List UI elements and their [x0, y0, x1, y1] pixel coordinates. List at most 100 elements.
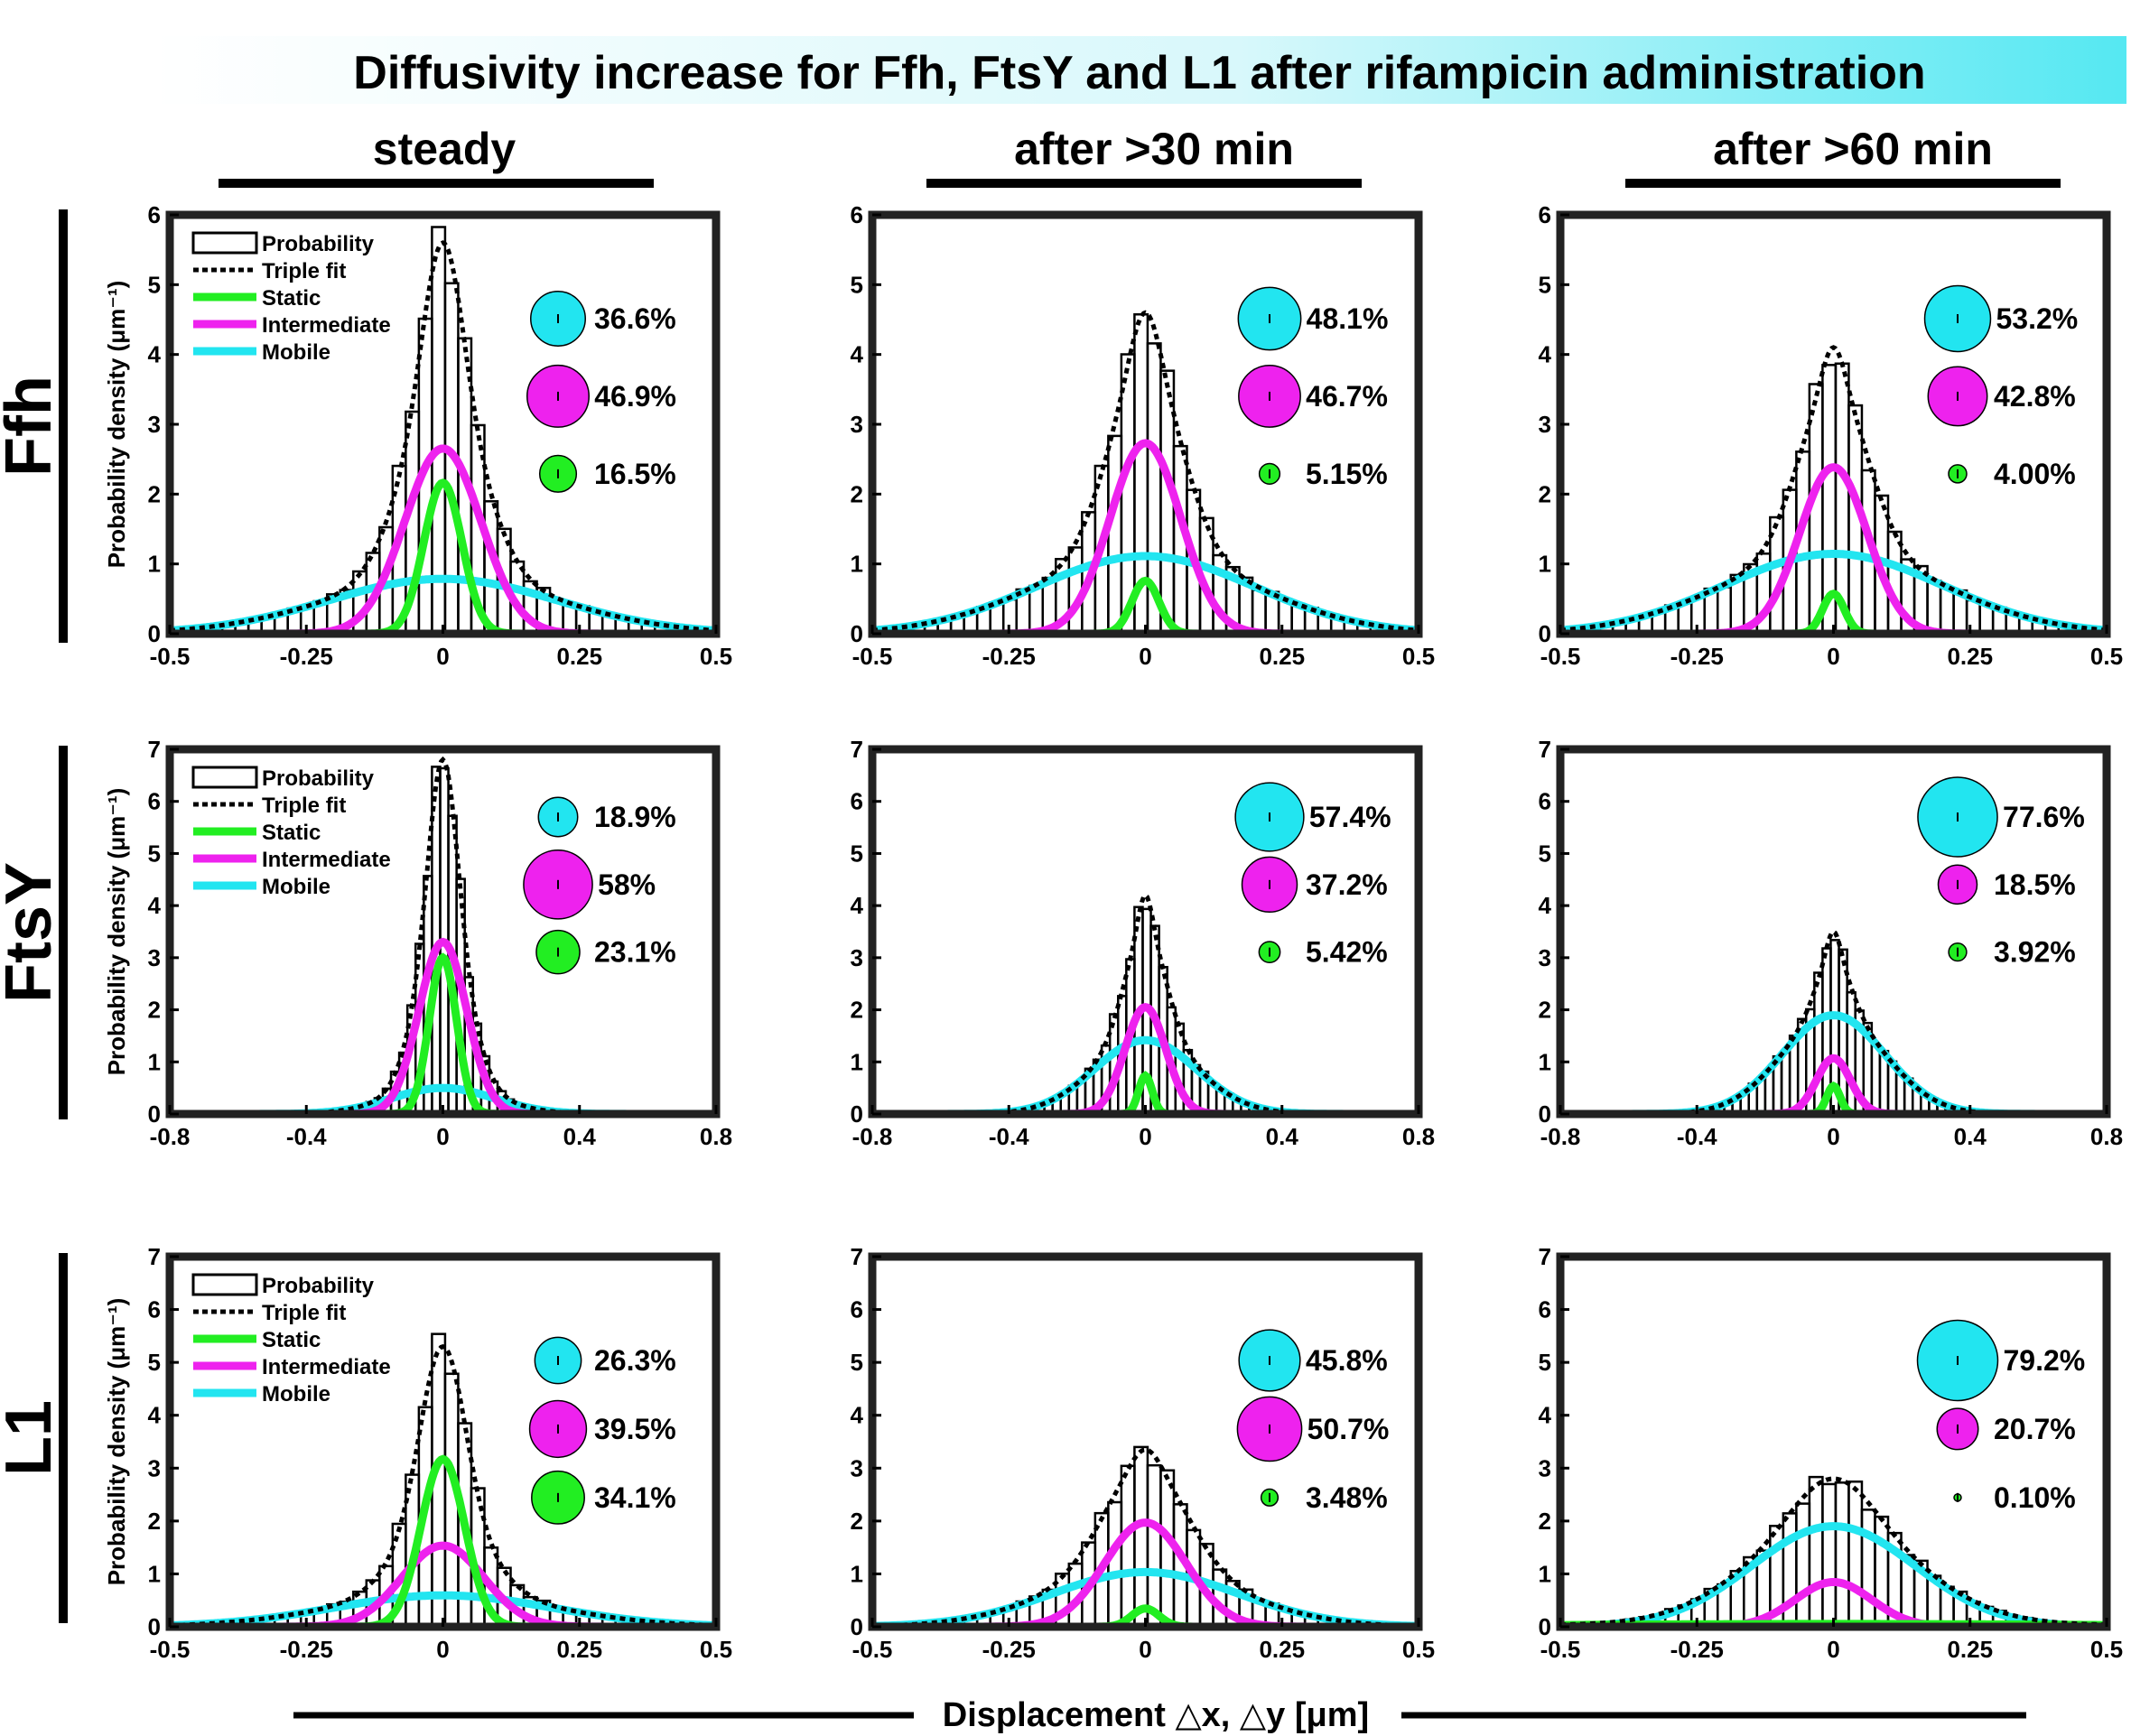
legend-label-static: Static — [262, 1328, 321, 1352]
legend-swatch-probability — [191, 766, 258, 789]
fraction-label-static: 34.1% — [594, 1481, 676, 1514]
intermediate-curve — [170, 1541, 716, 1631]
y-tick-label: 1 — [148, 551, 161, 578]
column-headers: steady after >30 min after >60 min — [219, 124, 2061, 188]
x-tick-label: -0.5 — [150, 1636, 191, 1663]
panel-l1-1: -0.5 -0.25 0 0.25 0.5 0 1 2 3 4 5 6 7 Probability den… — [103, 1243, 732, 1663]
histogram-bar — [1939, 586, 1955, 636]
legend-label-static: Static — [262, 286, 321, 311]
legend-label-probability: Probability — [262, 232, 375, 256]
fraction-label-mobile: 57.4% — [1309, 801, 1391, 833]
x-tick-label: 0.25 — [556, 1636, 602, 1663]
y-tick-label: 5 — [851, 840, 863, 867]
triple-fit-curve — [169, 240, 717, 633]
fraction-label-mobile: 26.3% — [594, 1344, 676, 1377]
legend-label-mobile: Mobile — [262, 1382, 330, 1406]
legend-swatch-probability — [191, 1273, 258, 1296]
y-tick-label: 1 — [851, 1048, 863, 1075]
y-tick-label: 3 — [1539, 411, 1551, 438]
y-tick-label: 6 — [148, 788, 161, 815]
legend-label-triple_fit: Triple fit — [262, 259, 346, 283]
histogram-bar — [1795, 1502, 1811, 1629]
y-tick-label: 7 — [1539, 736, 1551, 763]
triple-fit-curve — [872, 1447, 1419, 1629]
fraction-label-intermediate: 46.7% — [1306, 380, 1388, 413]
y-tick-label: 6 — [851, 1296, 863, 1323]
x-tick-label: 0.25 — [1947, 1636, 1993, 1663]
x-tick-label: 0.4 — [563, 1123, 597, 1150]
y-tick-label: 5 — [148, 271, 161, 298]
fraction-label-static: 4.00% — [1994, 458, 2076, 490]
y-tick-label: 3 — [148, 411, 161, 438]
legend-label-triple_fit: Triple fit — [262, 1301, 346, 1325]
y-tick-label: 5 — [1539, 271, 1551, 298]
histogram-bar — [1870, 1044, 1882, 1116]
y-axis-label: Probability density (μm⁻¹) — [103, 281, 130, 569]
fraction-label-mobile: 79.2% — [2003, 1344, 2085, 1377]
row-label-l1: L1 — [0, 1400, 65, 1476]
fraction-label-mobile: 48.1% — [1307, 302, 1389, 335]
y-tick-label: 5 — [1539, 1349, 1551, 1376]
y-tick-label: 2 — [148, 1508, 161, 1535]
histogram-bar — [1860, 1509, 1876, 1629]
legend-label-intermediate: Intermediate — [262, 1355, 391, 1379]
y-tick-label: 7 — [148, 736, 161, 763]
x-tick-label: 0.5 — [1402, 1636, 1435, 1663]
histogram-bar — [1834, 1481, 1850, 1629]
static-curve — [170, 478, 716, 638]
x-tick-label: 0.8 — [2090, 1123, 2123, 1150]
y-tick-label: 6 — [148, 1296, 161, 1323]
y-tick-label: 1 — [851, 1560, 863, 1587]
x-tick-label: -0.5 — [852, 1636, 893, 1663]
panels: -0.5 -0.25 0 0.25 0.5 0 1 2 3 4 5 6 Probability dens… — [103, 201, 2123, 1663]
y-tick-label: 2 — [1539, 997, 1551, 1024]
histogram-bar — [431, 226, 447, 636]
x-tick-label: 0 — [1827, 643, 1839, 670]
title-banner — [154, 36, 2126, 104]
y-tick-label: 4 — [148, 892, 162, 919]
panel-ftsy-1: -0.8 -0.4 0 0.4 0.8 0 1 2 3 4 5 6 7 Probability densi… — [103, 736, 732, 1150]
axes-frame — [1556, 210, 2111, 638]
y-tick-label: 5 — [148, 1349, 161, 1376]
x-tick-label: 0 — [1827, 1636, 1839, 1663]
y-tick-label: 2 — [1539, 1508, 1551, 1535]
x-tick-label: -0.25 — [1670, 643, 1724, 670]
y-tick-label: 3 — [851, 411, 863, 438]
mobile-curve — [1559, 1522, 2108, 1631]
row-label-ftsy: FtsY — [0, 862, 65, 1003]
y-axis-label: Probability density (μm⁻¹) — [103, 788, 130, 1076]
y-tick-label: 1 — [148, 1560, 161, 1587]
histogram-bar — [1846, 990, 1856, 1116]
x-tick-label: 0.25 — [1259, 1636, 1305, 1663]
fraction-label-intermediate: 46.9% — [594, 380, 676, 413]
x-tick-label: 0 — [436, 1123, 449, 1150]
x-tick-label: 0 — [436, 1636, 449, 1663]
histogram-bar — [1716, 586, 1733, 636]
y-tick-label: 4 — [1539, 1402, 1552, 1429]
y-tick-label: 0 — [851, 620, 863, 647]
x-tick-label: 0 — [1139, 643, 1151, 670]
x-tick-label: -0.4 — [989, 1123, 1029, 1150]
y-tick-label: 7 — [851, 1243, 863, 1270]
row-labels: Ffh FtsY L1 — [0, 209, 68, 1623]
panel-ftsy-3: -0.8 -0.4 0 0.4 0.8 0 1 2 3 4 5 6 7 77.6% 18.5% 3.92% — [1539, 736, 2124, 1150]
y-tick-label: 7 — [851, 736, 863, 763]
panel-ffh-3: -0.5 -0.25 0 0.25 0.5 0 1 2 3 4 5 6 53.2% 42.8% 4.00% — [1539, 201, 2124, 670]
legend-label-probability: Probability — [262, 766, 375, 791]
column-header-60min: after >60 min — [1713, 124, 1993, 174]
fraction-label-intermediate: 18.5% — [1994, 868, 2076, 901]
y-tick-label: 0 — [1539, 620, 1551, 647]
fraction-label-mobile: 36.6% — [594, 302, 676, 335]
x-tick-label: 0.8 — [700, 1123, 732, 1150]
x-tick-label: -0.5 — [1540, 1636, 1581, 1663]
y-tick-label: 4 — [851, 1402, 864, 1429]
axes-frame — [165, 210, 721, 638]
histogram-bar — [1107, 1500, 1123, 1629]
fraction-label-intermediate: 58% — [598, 868, 656, 901]
histogram-bar — [1847, 1480, 1864, 1629]
y-tick-label: 0 — [148, 1100, 161, 1128]
y-tick-label: 6 — [148, 201, 161, 228]
y-tick-label: 5 — [148, 840, 161, 867]
x-tick-label: 0.25 — [1947, 643, 1993, 670]
